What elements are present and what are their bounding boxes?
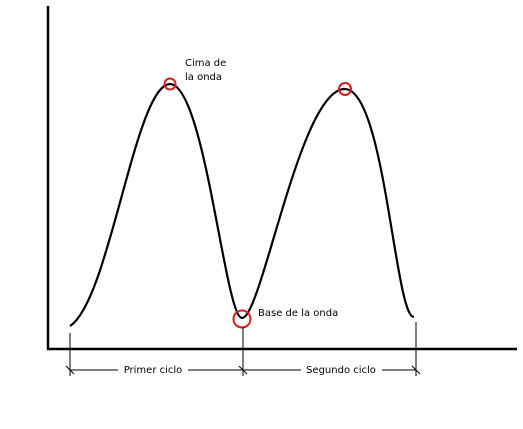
- trough-marker: [232, 309, 252, 329]
- first-cycle-label: Primer ciclo: [124, 365, 183, 376]
- wave-curve: [69, 82, 415, 327]
- second-cycle-label: Segundo ciclo: [306, 365, 376, 376]
- crest-label-line1: Cima de: [185, 58, 226, 69]
- tick-start: [65, 365, 75, 375]
- crest-marker-2: [338, 82, 352, 96]
- crest-label-line2: la onda: [185, 72, 222, 83]
- tick-middle: [238, 365, 248, 375]
- crest-marker-1: [163, 77, 177, 91]
- trough-label: Base de la onda: [258, 308, 338, 319]
- tick-end: [411, 365, 421, 375]
